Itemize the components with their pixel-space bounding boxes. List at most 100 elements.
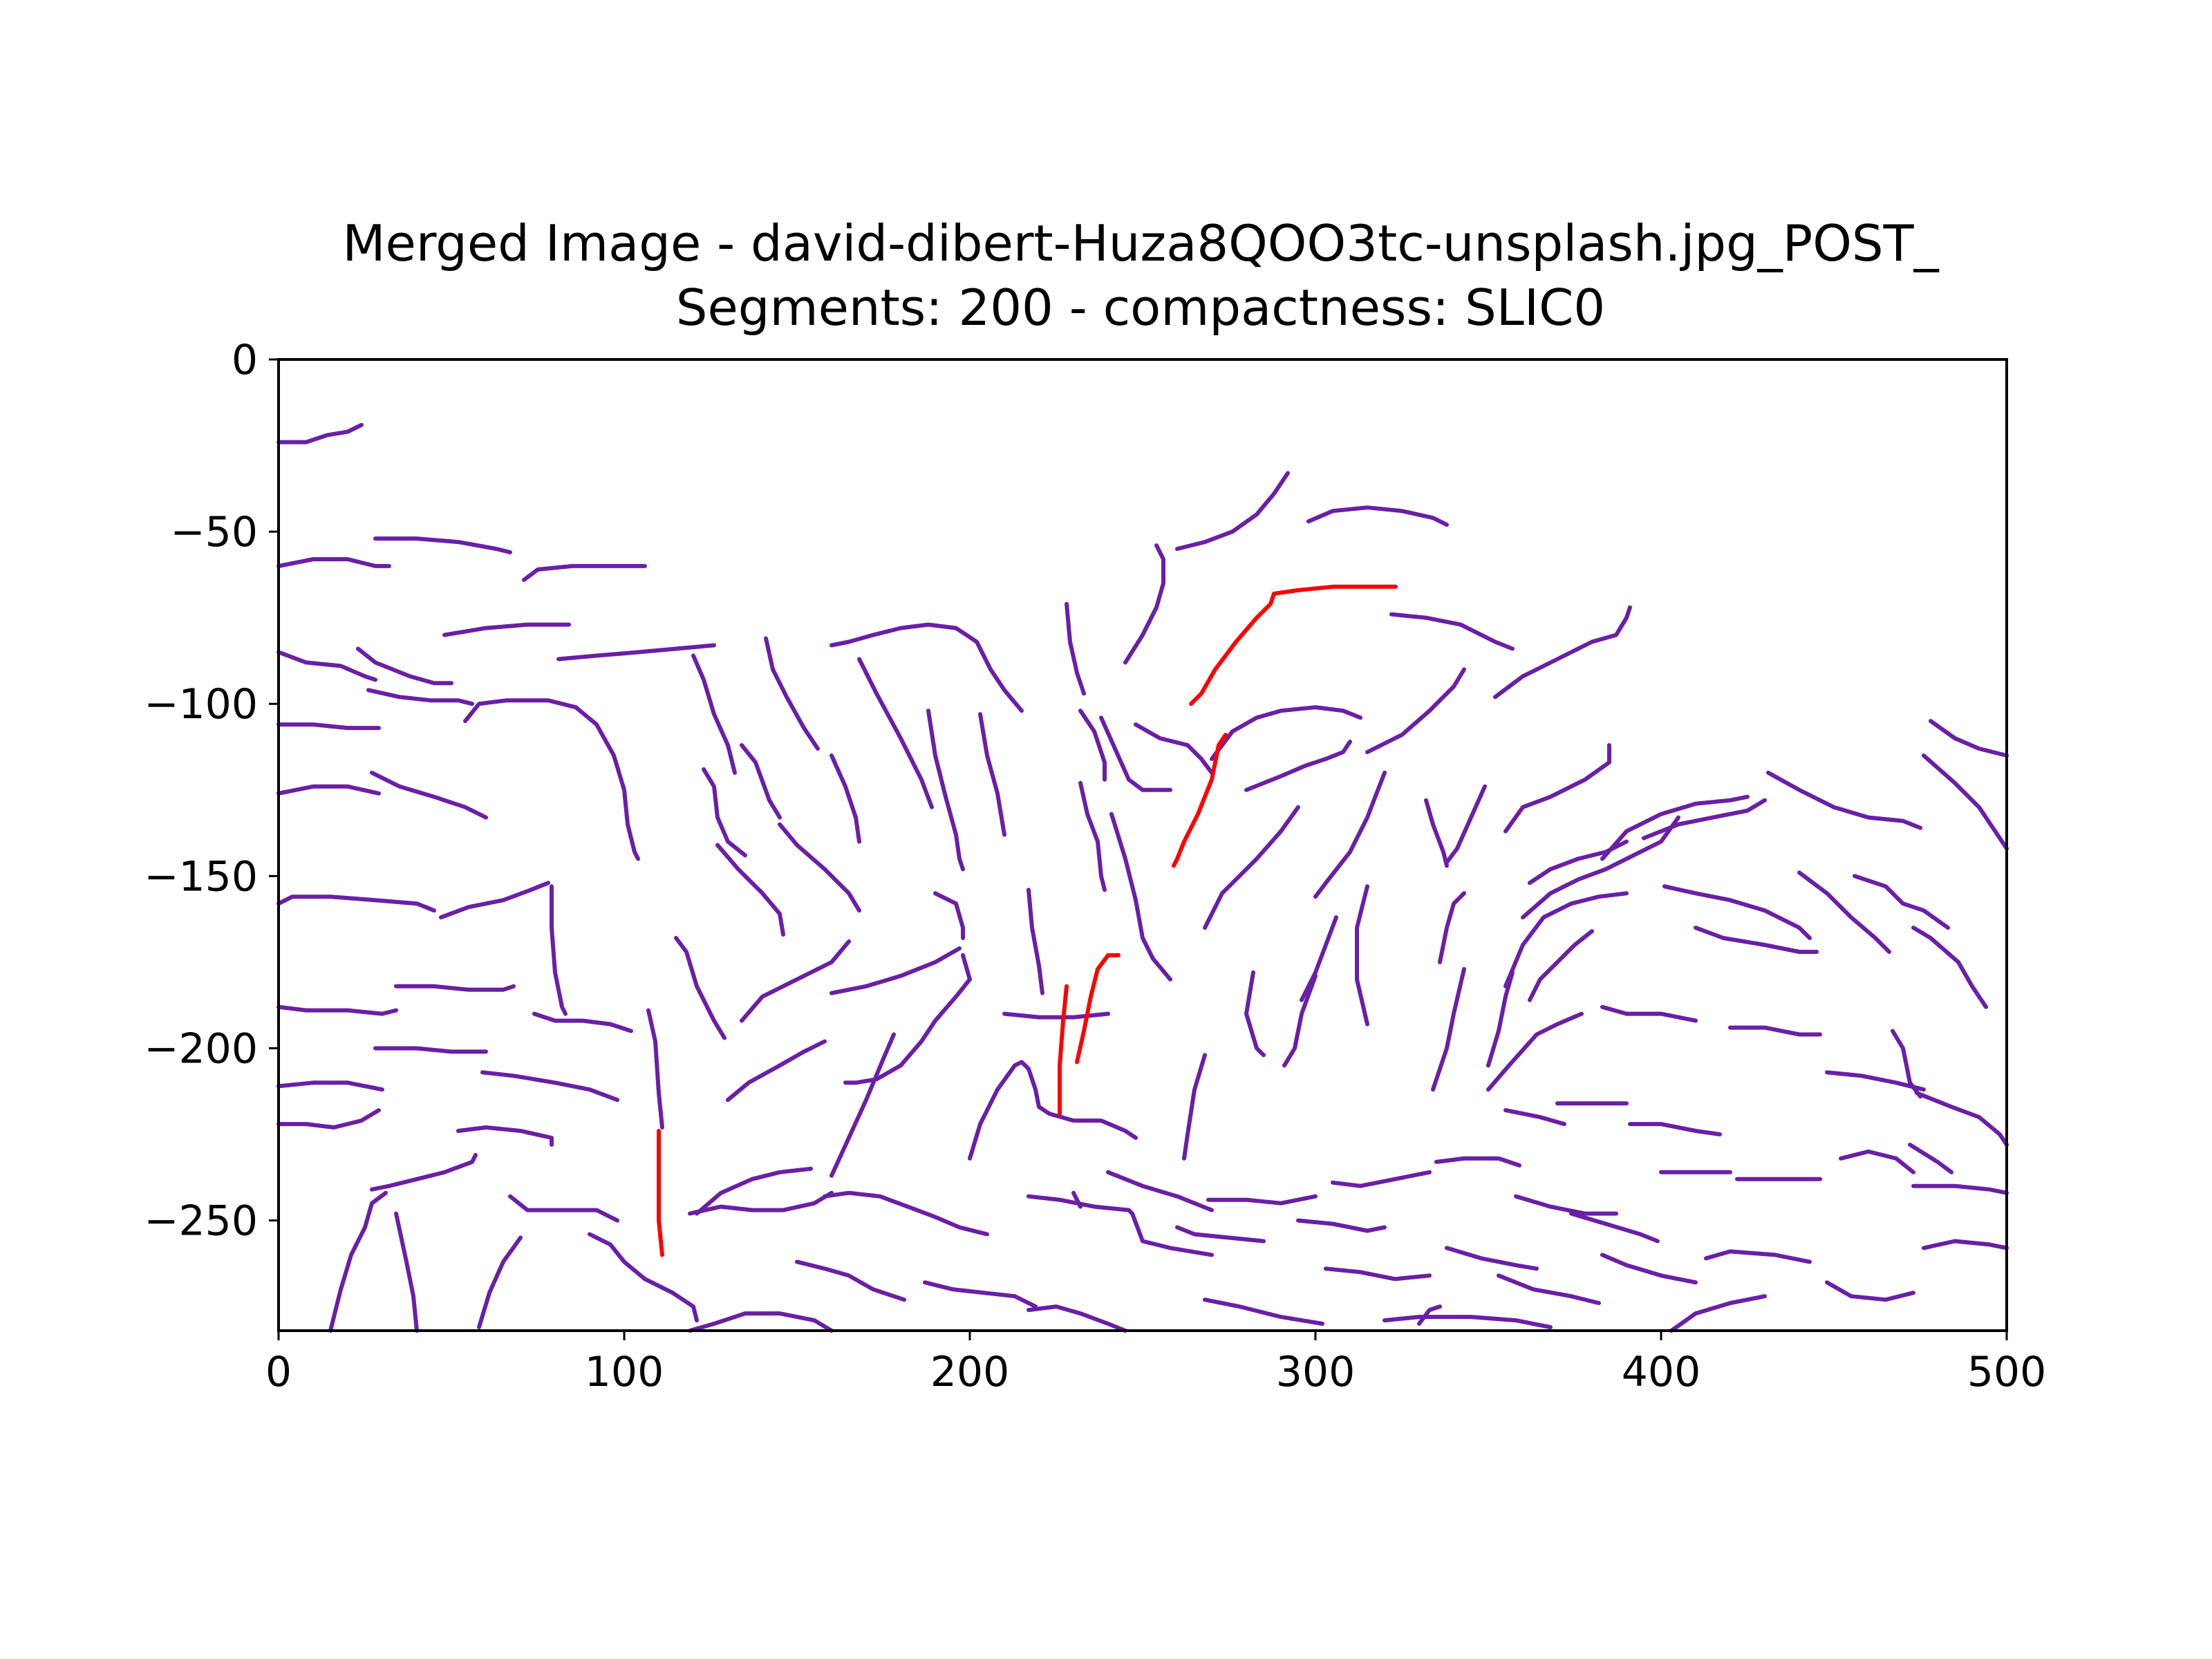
segment-line-81 [1424,798,1449,868]
segment-line-43 [926,709,965,872]
segment-line-133 [1203,1297,1324,1326]
x-tick-label: 400 [1622,1348,1701,1396]
segment-line-80 [1282,973,1318,1068]
y-tick-label: −250 [144,1197,258,1246]
highlight-layer [657,584,1397,1257]
segment-line-106 [1486,1011,1584,1092]
segment-line-93 [1600,794,1750,861]
segment-line-5 [356,646,453,686]
segment-line-22 [532,1011,633,1033]
plot-frame [277,358,2008,1332]
segment-line-50 [726,1039,827,1103]
segment-line-58 [1027,1194,1214,1257]
highlight-line-3 [1075,953,1121,1065]
segment-line-51 [695,1166,813,1216]
segment-line-130 [1382,1315,1553,1329]
x-tick-label: 500 [1967,1348,2047,1396]
segment-line-45 [978,712,1006,837]
segment-line-35 [740,743,782,820]
segment-line-1 [276,557,391,568]
x-tick-label: 0 [265,1348,292,1396]
segment-line-87 [1431,966,1466,1092]
segment-line-110 [1839,1149,1915,1174]
segment-line-127 [1296,1218,1387,1233]
segment-line-134 [1106,1170,1214,1212]
y-tick-label: −150 [144,852,258,901]
segment-line-74 [1313,770,1387,899]
highlight-line-0 [1189,584,1397,706]
segment-line-79 [1182,1053,1207,1161]
segment-line-88 [1486,970,1515,1068]
segment-line-59 [1027,1304,1127,1333]
segment-line-21 [480,1070,619,1103]
segment-line-118 [1628,1122,1722,1136]
segment-line-20 [276,1108,381,1130]
segment-line-60 [968,1060,1138,1161]
segment-line-104 [1728,1025,1822,1037]
segment-line-6 [366,688,474,706]
segment-line-25 [328,1190,388,1333]
segment-line-126 [1331,1170,1432,1188]
x-tick-label: 100 [585,1348,664,1396]
segment-line-33 [702,767,747,858]
segment-line-115 [1669,1294,1767,1333]
segment-line-72 [1244,740,1352,792]
segment-line-99 [1853,874,1950,930]
segment-line-132 [1206,1194,1318,1206]
segment-line-7 [276,722,381,731]
y-axis: 0 −50 −100 −150 −200 −250 [144,336,279,1246]
segment-line-95 [1662,884,1812,940]
segment-line-27 [477,1235,523,1329]
segment-line-86 [1438,891,1466,964]
y-tick-label: −200 [144,1024,258,1073]
segment-line-114 [1704,1249,1812,1264]
y-tick-label: −50 [170,508,258,556]
segment-line-68 [1175,471,1290,551]
segment-line-37 [778,822,861,913]
series-layer [276,422,2009,1333]
segment-line-19 [276,1080,384,1092]
x-axis: 0 100 200 300 400 500 [265,1331,2046,1396]
segment-line-61 [1071,1190,1082,1209]
segment-line-73 [1365,667,1466,754]
segment-line-42 [830,946,962,995]
segment-line-131 [1417,1304,1442,1326]
highlight-line-2 [1058,984,1069,1116]
segment-line-102 [1929,719,2009,758]
segment-line-122 [1600,1253,1698,1285]
segment-line-98 [1797,870,1891,954]
highlight-line-4 [657,1129,664,1257]
segment-line-105 [1600,1004,1698,1023]
segment-line-57 [923,1280,1038,1309]
segment-line-12 [463,698,640,861]
segment-line-8 [442,622,571,637]
segment-line-16 [276,1004,398,1016]
segment-line-94 [1642,798,1767,841]
segment-line-109 [1908,1143,1953,1174]
segment-line-55 [688,1311,834,1333]
segment-line-0 [276,422,364,444]
segment-line-101 [1891,1029,1922,1099]
segment-line-96 [1694,926,1819,954]
segment-line-28 [508,1194,619,1223]
segment-line-53 [823,1190,989,1237]
segment-line-3 [522,563,647,582]
segment-line-29 [588,1232,699,1323]
segment-line-92 [1503,891,1629,988]
segment-line-34 [715,843,785,937]
segment-line-85 [1503,743,1611,834]
segment-line-11 [370,770,488,820]
segment-line-62 [1027,888,1044,995]
segment-line-54 [830,1032,896,1178]
segment-line-26 [394,1211,419,1333]
segment-line-89 [1528,929,1594,1002]
segment-line-18 [373,1046,488,1054]
segment-line-108 [1915,1091,2009,1147]
segment-line-13 [276,894,436,913]
x-tick-label: 200 [930,1348,1010,1396]
segment-line-63 [1078,780,1107,892]
segment-line-30 [646,1008,664,1130]
segment-line-82 [1445,784,1487,865]
segment-line-120 [1503,1108,1566,1127]
